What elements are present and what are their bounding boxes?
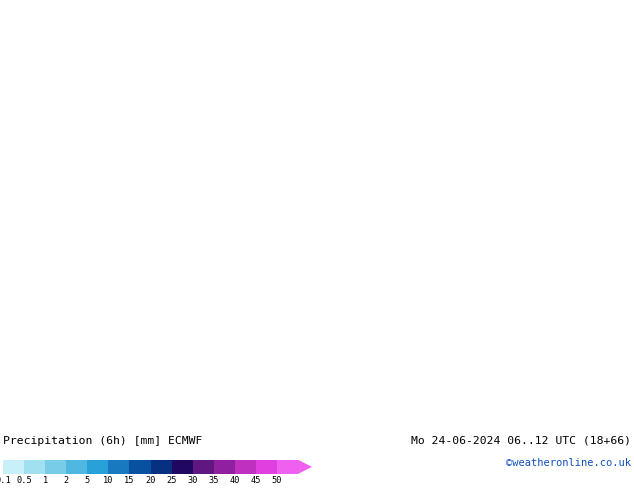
Bar	[45, 460, 66, 474]
Text: Mo 24-06-2024 06..12 UTC (18+66): Mo 24-06-2024 06..12 UTC (18+66)	[411, 436, 631, 446]
Text: 25: 25	[166, 476, 177, 485]
Text: Precipitation (6h) [mm] ECMWF: Precipitation (6h) [mm] ECMWF	[3, 436, 202, 446]
Bar	[256, 460, 277, 474]
Bar	[24, 460, 45, 474]
Bar	[150, 460, 172, 474]
Bar	[277, 460, 298, 474]
Bar	[3, 460, 24, 474]
Bar	[172, 460, 193, 474]
Text: 50: 50	[272, 476, 282, 485]
Bar	[66, 460, 87, 474]
Text: 10: 10	[103, 476, 113, 485]
Polygon shape	[298, 460, 312, 474]
Text: 0.1: 0.1	[0, 476, 11, 485]
Bar	[87, 460, 108, 474]
Text: 40: 40	[230, 476, 240, 485]
Text: 15: 15	[124, 476, 134, 485]
Text: ©weatheronline.co.uk: ©weatheronline.co.uk	[506, 458, 631, 468]
Text: 30: 30	[188, 476, 198, 485]
Bar	[214, 460, 235, 474]
Text: 20: 20	[145, 476, 156, 485]
Bar	[193, 460, 214, 474]
Text: 2: 2	[63, 476, 69, 485]
Bar	[129, 460, 150, 474]
Text: 1: 1	[42, 476, 48, 485]
Text: 45: 45	[250, 476, 261, 485]
Text: 35: 35	[209, 476, 219, 485]
Text: 5: 5	[85, 476, 90, 485]
Bar	[108, 460, 129, 474]
Bar	[235, 460, 256, 474]
Text: 0.5: 0.5	[16, 476, 32, 485]
